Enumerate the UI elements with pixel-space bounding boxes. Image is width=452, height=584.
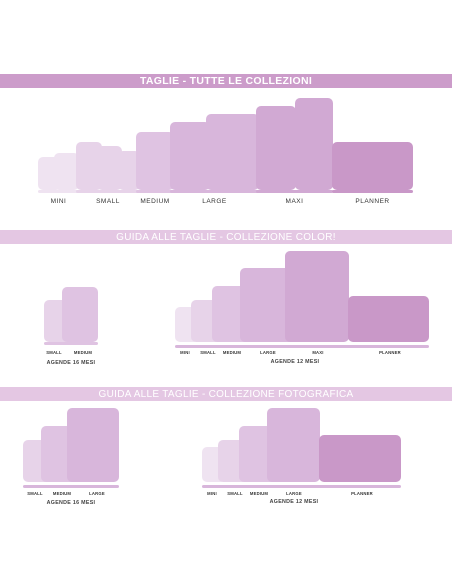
- banner-all-collections: TAGLIE - TUTTE LE COLLEZIONI: [0, 74, 452, 88]
- size-label: MEDIUM: [52, 491, 72, 496]
- size-label: MINI: [50, 198, 67, 205]
- base-strip: [44, 342, 98, 345]
- agenda-maxi: [295, 98, 333, 190]
- size-label: SMALL: [227, 491, 243, 496]
- base-strip-maxi: [256, 190, 333, 193]
- size-label: MEDIUM: [249, 491, 269, 496]
- base-strip: [202, 485, 401, 488]
- base-strip: [175, 345, 429, 348]
- group-caption: AGENDE 16 MESI: [46, 360, 96, 366]
- agenda-small: [118, 151, 140, 190]
- base-strip-medium: [136, 190, 174, 193]
- size-label: PLANNER: [379, 350, 401, 355]
- agenda-planner: [348, 296, 429, 342]
- size-label: SMALL: [27, 491, 43, 496]
- agenda-large: [206, 114, 259, 190]
- agenda-maxi: [256, 106, 296, 190]
- size-label: MEDIUM: [140, 198, 170, 205]
- size-label: PLANNER: [351, 491, 373, 496]
- agenda-mini: [54, 153, 79, 190]
- banner-color-collection: GUIDA ALLE TAGLIE - COLLEZIONE COLOR!: [0, 230, 452, 244]
- base-strip-planner: [332, 190, 413, 193]
- base-strip-small: [76, 190, 140, 193]
- size-label: LARGE: [286, 491, 302, 496]
- agenda-planner: [332, 142, 413, 190]
- size-label: MEDIUM: [73, 350, 93, 355]
- group-caption: AGENDE 12 MESI: [270, 359, 320, 365]
- size-label: PLANNER: [355, 198, 390, 205]
- agenda-large: [267, 408, 320, 482]
- group-caption: AGENDE 12 MESI: [269, 499, 319, 505]
- size-label: SMALL: [46, 350, 62, 355]
- base-strip: [23, 485, 119, 488]
- base-strip-mini: [38, 190, 79, 193]
- agenda-planner: [319, 435, 401, 482]
- size-label: MINI: [207, 491, 217, 496]
- agenda-medium: [62, 287, 98, 342]
- agenda-maxi: [285, 251, 349, 342]
- agenda-small: [97, 146, 122, 190]
- agenda-medium: [136, 132, 174, 190]
- agenda-large: [170, 122, 210, 190]
- base-strip-large: [170, 190, 259, 193]
- size-label: LARGE: [260, 350, 276, 355]
- size-label: MEDIUM: [222, 350, 242, 355]
- size-label: SMALL: [200, 350, 216, 355]
- size-label: LARGE: [202, 198, 227, 205]
- size-label: MAXI: [285, 198, 304, 205]
- agenda-large: [67, 408, 119, 482]
- size-label: SMALL: [96, 198, 120, 205]
- size-label: MINI: [180, 350, 190, 355]
- group-caption: AGENDE 16 MESI: [46, 500, 96, 506]
- size-label: LARGE: [89, 491, 105, 496]
- size-label: MAXI: [312, 350, 324, 355]
- banner-photo-collection: GUIDA ALLE TAGLIE - COLLEZIONE FOTOGRAFI…: [0, 387, 452, 401]
